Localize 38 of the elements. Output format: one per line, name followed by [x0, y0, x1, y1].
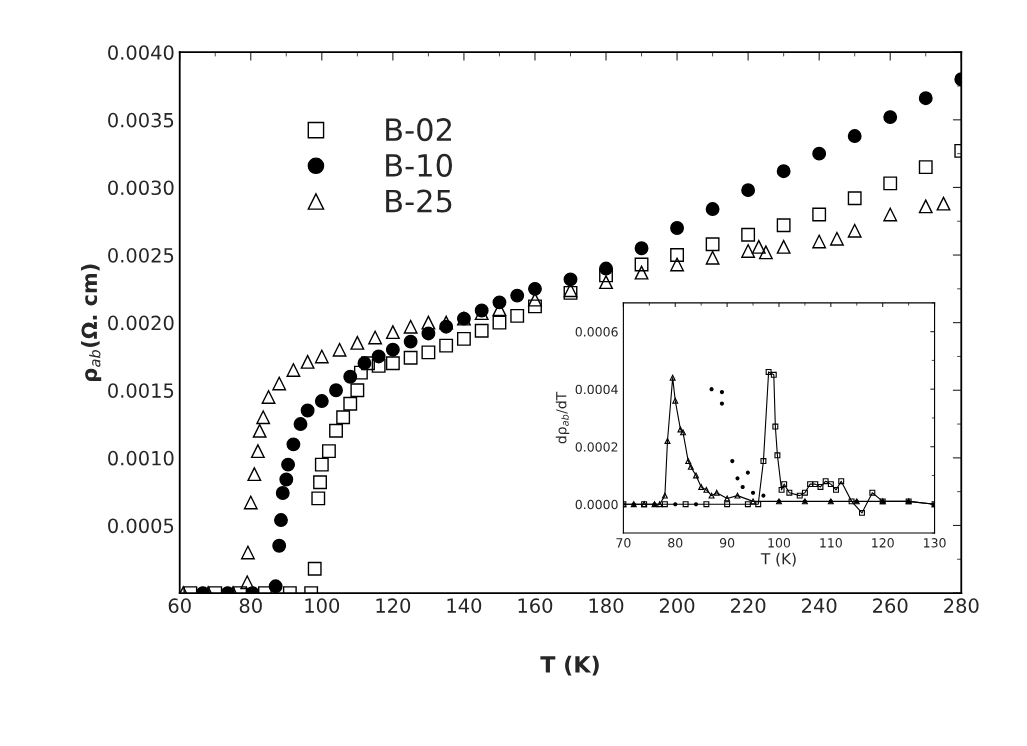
- y-tick-label: 0.0015: [108, 383, 174, 398]
- x-tick-label: 80: [239, 598, 262, 613]
- x-axis-title: T (K): [760, 552, 796, 567]
- x-tick-label: 140: [447, 598, 482, 613]
- y-tick-label: 0.0020: [108, 315, 174, 331]
- x-tick-label: 100: [305, 598, 340, 613]
- x-tick-label: 240: [802, 598, 837, 613]
- y-tick-label: 0.0035: [108, 112, 174, 128]
- x-tick-label: 280: [944, 598, 979, 613]
- y-tick-label: 0.0004: [575, 384, 618, 395]
- x-tick-label: 120: [872, 538, 894, 548]
- legend-label: B-10: [386, 153, 452, 177]
- x-tick-label: 200: [659, 598, 695, 613]
- x-tick-label: 220: [730, 598, 766, 613]
- y-tick-label: 0.0030: [108, 180, 174, 196]
- legend-label: B-02: [386, 118, 451, 142]
- x-tick-label: 80: [668, 538, 683, 548]
- x-tick-label: 110: [820, 538, 842, 548]
- x-tick-label: 130: [924, 538, 946, 548]
- x-axis-title: T (K): [540, 655, 599, 676]
- x-tick-label: 180: [589, 598, 624, 613]
- y-axis-title: ρ$_{ab}$(Ω. cm): [81, 264, 102, 381]
- y-tick-label: 0.0025: [108, 247, 174, 263]
- y-tick-label: 0.0006: [575, 327, 618, 337]
- x-tick-label: 90: [719, 538, 735, 548]
- x-tick-label: 120: [376, 598, 411, 613]
- y-tick-label: 0.0005: [108, 518, 174, 534]
- x-tick-label: 260: [873, 598, 908, 613]
- y-tick-label: 0.0040: [108, 45, 174, 60]
- x-tick-label: 160: [518, 598, 553, 613]
- x-tick-label: 70: [616, 538, 631, 548]
- y-tick-label: 0.0010: [108, 450, 174, 466]
- legend-label: B-25: [386, 189, 452, 213]
- x-tick-label: 60: [168, 598, 191, 613]
- y-tick-label: 0.0002: [575, 442, 618, 452]
- x-tick-label: 100: [768, 538, 791, 548]
- y-axis-title: dρ$_{ab}$/dT: [555, 391, 570, 444]
- y-tick-label: 0.0000: [575, 499, 618, 510]
